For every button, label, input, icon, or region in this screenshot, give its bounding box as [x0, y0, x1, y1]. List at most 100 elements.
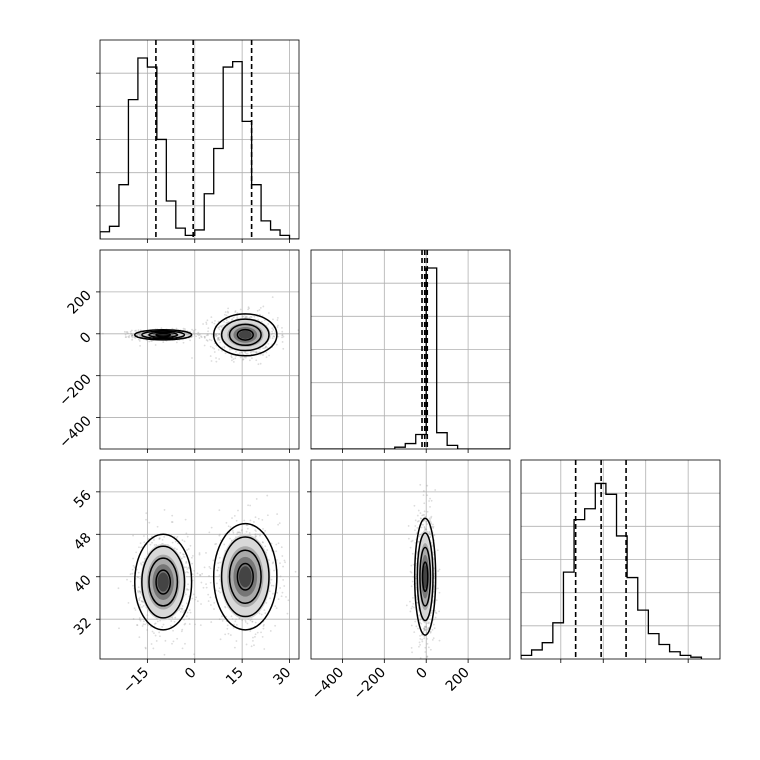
scatter-point [409, 546, 412, 549]
scatter-point [215, 357, 217, 359]
scatter-point [244, 619, 247, 622]
scatter-point [429, 648, 432, 651]
scatter-point [131, 334, 134, 337]
scatter-point [260, 631, 262, 634]
scatter-point [209, 581, 212, 584]
scatter-point [183, 618, 186, 621]
scatter-point [259, 313, 261, 316]
scatter-point [215, 333, 218, 336]
scatter-point [216, 582, 218, 585]
scatter-point [407, 525, 410, 527]
density-cell [157, 572, 169, 592]
scatter-point [134, 329, 136, 332]
scatter-point [282, 335, 285, 338]
scatter-point [423, 526, 426, 529]
scatter-point [262, 347, 264, 350]
scatter-point [147, 624, 149, 626]
scatter-point [276, 316, 279, 319]
scatter-point [431, 628, 434, 631]
scatter-point [276, 326, 279, 329]
scatter-point [413, 606, 415, 609]
scatter-point [266, 494, 269, 497]
scatter-point [427, 626, 430, 629]
scatter-point [207, 600, 210, 602]
scatter-point [192, 331, 195, 334]
scatter-point [234, 311, 237, 313]
scatter-point [182, 555, 185, 558]
scatter-point [422, 630, 425, 633]
scatter-point [273, 335, 276, 338]
scatter-point [138, 546, 140, 549]
scatter-point [133, 607, 136, 610]
scatter-point [181, 605, 184, 607]
scatter-point [414, 519, 417, 522]
scatter-point [236, 316, 239, 319]
scatter-point [265, 345, 268, 348]
scatter-point [211, 346, 214, 349]
scatter-point [279, 587, 282, 589]
scatter-point [209, 345, 212, 348]
scatter-point [270, 584, 273, 587]
scatter-point [139, 345, 141, 347]
scatter-point [130, 329, 133, 332]
scatter-point [195, 596, 197, 599]
scatter-point [411, 651, 413, 654]
scatter-point [229, 634, 232, 636]
scatter-point [139, 592, 142, 594]
scatter-point [427, 622, 430, 625]
scatter-point [233, 514, 236, 517]
scatter-point [220, 325, 223, 328]
scatter-point [254, 351, 256, 353]
scatter-point [227, 311, 230, 314]
scatter-point [414, 620, 417, 623]
scatter-point [187, 571, 190, 574]
scatter-point [411, 605, 414, 608]
scatter-point [433, 586, 436, 589]
scatter-point [216, 569, 219, 572]
scatter-point [241, 315, 244, 318]
scatter-point [102, 332, 104, 335]
scatter-point [217, 339, 220, 341]
scatter-point [136, 575, 139, 578]
scatter-point [430, 515, 433, 518]
scatter-point [219, 591, 222, 594]
scatter-point [255, 351, 257, 354]
scatter-point [193, 653, 196, 656]
scatter-point [205, 334, 208, 337]
scatter-point [243, 519, 246, 522]
scatter-point [433, 627, 436, 630]
contour-line [155, 569, 172, 595]
scatter-point [207, 593, 210, 596]
scatter-point [430, 609, 433, 612]
scatter-point [235, 350, 237, 353]
scatter-point [231, 618, 234, 620]
scatter-point [186, 333, 189, 336]
scatter-point [241, 528, 243, 531]
scatter-point [254, 633, 257, 636]
scatter-point [420, 526, 423, 529]
scatter-point [215, 334, 218, 337]
scatter-point [236, 533, 238, 536]
scatter-point [239, 308, 242, 311]
scatter-point [146, 629, 149, 631]
scatter-point [239, 356, 242, 359]
scatter-point [179, 610, 182, 613]
scatter-point [198, 553, 201, 556]
scatter-point [271, 296, 274, 299]
scatter-point [269, 630, 272, 632]
scatter-point [266, 347, 269, 349]
scatter-point [162, 341, 165, 343]
contour-line [419, 546, 432, 607]
scatter-point [249, 351, 252, 354]
contour-line [413, 517, 437, 636]
scatter-point [264, 346, 267, 349]
scatter-point [431, 525, 434, 528]
scatter-point [419, 483, 422, 486]
scatter-point [423, 662, 425, 664]
scatter-point [197, 331, 200, 334]
scatter-point [414, 525, 417, 527]
scatter-point [432, 623, 435, 626]
scatter-point [141, 606, 143, 608]
scatter-point [419, 638, 422, 640]
scatter-point [283, 559, 286, 562]
